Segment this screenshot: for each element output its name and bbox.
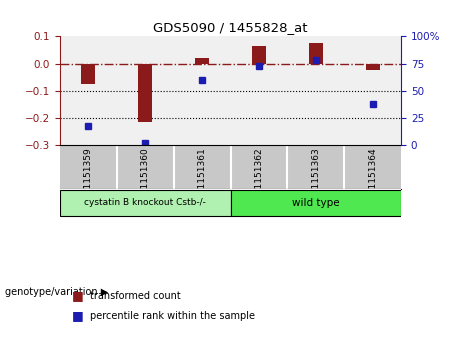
Text: GSM1151364: GSM1151364 bbox=[368, 147, 377, 208]
FancyBboxPatch shape bbox=[230, 190, 401, 216]
Text: genotype/variation ▶: genotype/variation ▶ bbox=[5, 287, 108, 297]
Text: transformed count: transformed count bbox=[90, 291, 181, 301]
Bar bbox=[81, 64, 95, 84]
Text: wild type: wild type bbox=[292, 198, 340, 208]
Bar bbox=[309, 43, 323, 64]
Title: GDS5090 / 1455828_at: GDS5090 / 1455828_at bbox=[153, 21, 308, 34]
Bar bbox=[366, 64, 380, 70]
Text: ■: ■ bbox=[71, 309, 83, 322]
Bar bbox=[138, 64, 152, 122]
Text: GSM1151362: GSM1151362 bbox=[254, 147, 263, 208]
Bar bbox=[252, 46, 266, 64]
FancyBboxPatch shape bbox=[60, 190, 230, 216]
Text: percentile rank within the sample: percentile rank within the sample bbox=[90, 311, 255, 321]
Text: GSM1151359: GSM1151359 bbox=[84, 147, 93, 208]
Text: cystatin B knockout Cstb-/-: cystatin B knockout Cstb-/- bbox=[84, 198, 206, 207]
Text: GSM1151363: GSM1151363 bbox=[311, 147, 320, 208]
Text: GSM1151361: GSM1151361 bbox=[198, 147, 207, 208]
Text: GSM1151360: GSM1151360 bbox=[141, 147, 150, 208]
Text: ■: ■ bbox=[71, 289, 83, 302]
Bar bbox=[195, 58, 209, 64]
